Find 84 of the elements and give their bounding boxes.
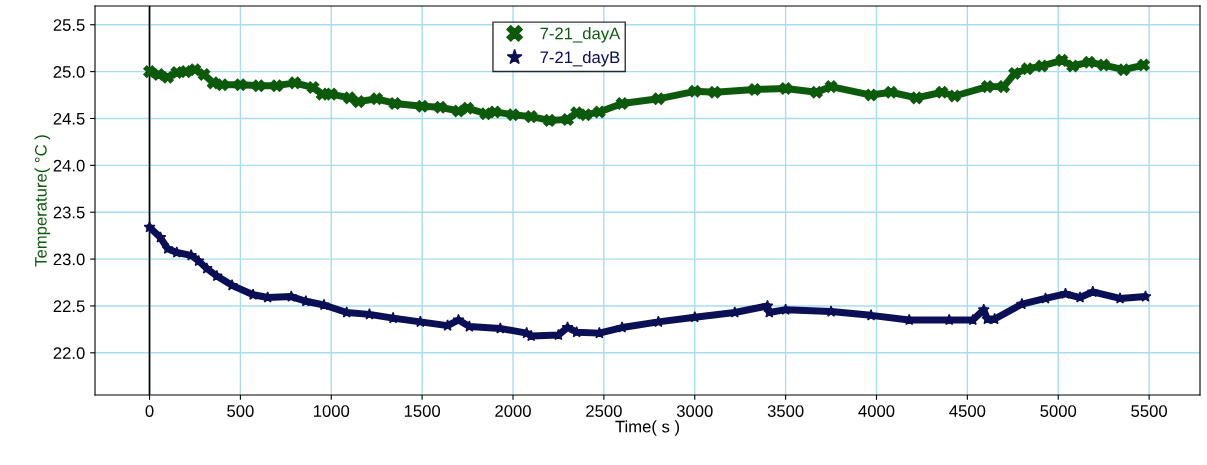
point: [1035, 59, 1049, 73]
x-tick-label: 1000: [314, 405, 350, 417]
point: [154, 231, 167, 243]
x-tick-label: 3000: [676, 405, 713, 417]
point: [1066, 59, 1080, 73]
y-tick-label: 25.0: [53, 66, 85, 78]
point: [948, 89, 961, 103]
point: [561, 321, 574, 333]
point: [615, 97, 629, 110]
point: [910, 91, 923, 105]
point: [234, 78, 247, 91]
legend-label: 7-21_dayA: [540, 27, 621, 43]
point: [1059, 287, 1072, 299]
point: [270, 79, 283, 92]
point: [388, 97, 402, 110]
x-tick-label: 0: [145, 405, 154, 417]
point: [325, 87, 338, 101]
point: [252, 79, 265, 92]
point: [561, 113, 574, 126]
point: [708, 85, 721, 99]
point: [452, 313, 465, 326]
point: [434, 100, 447, 114]
legend-label: 7-21_dayB: [540, 50, 620, 67]
point: [206, 76, 220, 90]
point: [343, 91, 356, 105]
point: [688, 85, 702, 98]
point: [1082, 55, 1096, 69]
point: [864, 88, 878, 102]
y-tick-label: 24.5: [53, 112, 85, 125]
y-tick-label: 22.5: [53, 300, 85, 313]
point: [652, 92, 665, 106]
point: [1008, 67, 1021, 80]
point: [810, 85, 823, 99]
point: [1086, 285, 1099, 298]
y-tick-label: 22.0: [53, 347, 85, 360]
point: [1137, 58, 1150, 72]
x-tick-label: 4500: [949, 405, 986, 417]
point: [306, 81, 320, 94]
point: [579, 108, 592, 121]
x-tick-label: 500: [227, 405, 254, 417]
point: [824, 80, 838, 93]
point: [143, 220, 156, 233]
point: [452, 104, 465, 118]
y-axis-title: Temperature( °C ): [34, 135, 51, 267]
point: [570, 106, 583, 120]
x-axis-title: Time( s ): [615, 420, 680, 436]
point: [1117, 63, 1130, 76]
point: [288, 76, 302, 90]
y-tick-label: 25.5: [53, 19, 85, 31]
point: [1021, 62, 1034, 76]
point: [593, 105, 606, 119]
x-tick-label: 2500: [586, 405, 622, 417]
point: [981, 80, 994, 93]
x-tick-label: 5500: [1131, 405, 1167, 417]
point: [143, 65, 156, 78]
point: [152, 68, 165, 81]
x-tick-label: 1500: [404, 405, 441, 417]
x-tick-label: 4000: [858, 405, 895, 417]
point: [161, 70, 174, 84]
point: [370, 92, 383, 106]
y-tick-label: 23.0: [53, 253, 85, 266]
point: [748, 83, 761, 96]
point: [188, 63, 202, 76]
point: [1097, 58, 1110, 72]
point: [415, 100, 429, 113]
point: [1055, 54, 1069, 67]
point: [461, 101, 474, 115]
point: [779, 82, 792, 95]
point: [488, 105, 502, 119]
point: [215, 78, 229, 91]
point: [506, 108, 520, 121]
point: [197, 68, 211, 81]
point: [524, 110, 538, 123]
x-tick-label: 3500: [767, 405, 804, 417]
x-tick-label: 5000: [1040, 405, 1077, 417]
point: [935, 85, 949, 99]
x-tick-label: 2000: [495, 405, 531, 417]
y-tick-label: 23.5: [53, 206, 85, 219]
point: [161, 242, 174, 254]
point: [884, 85, 898, 99]
point: [352, 95, 365, 108]
point: [543, 114, 556, 127]
y-tick-label: 24.0: [53, 159, 85, 172]
point: [997, 80, 1010, 93]
